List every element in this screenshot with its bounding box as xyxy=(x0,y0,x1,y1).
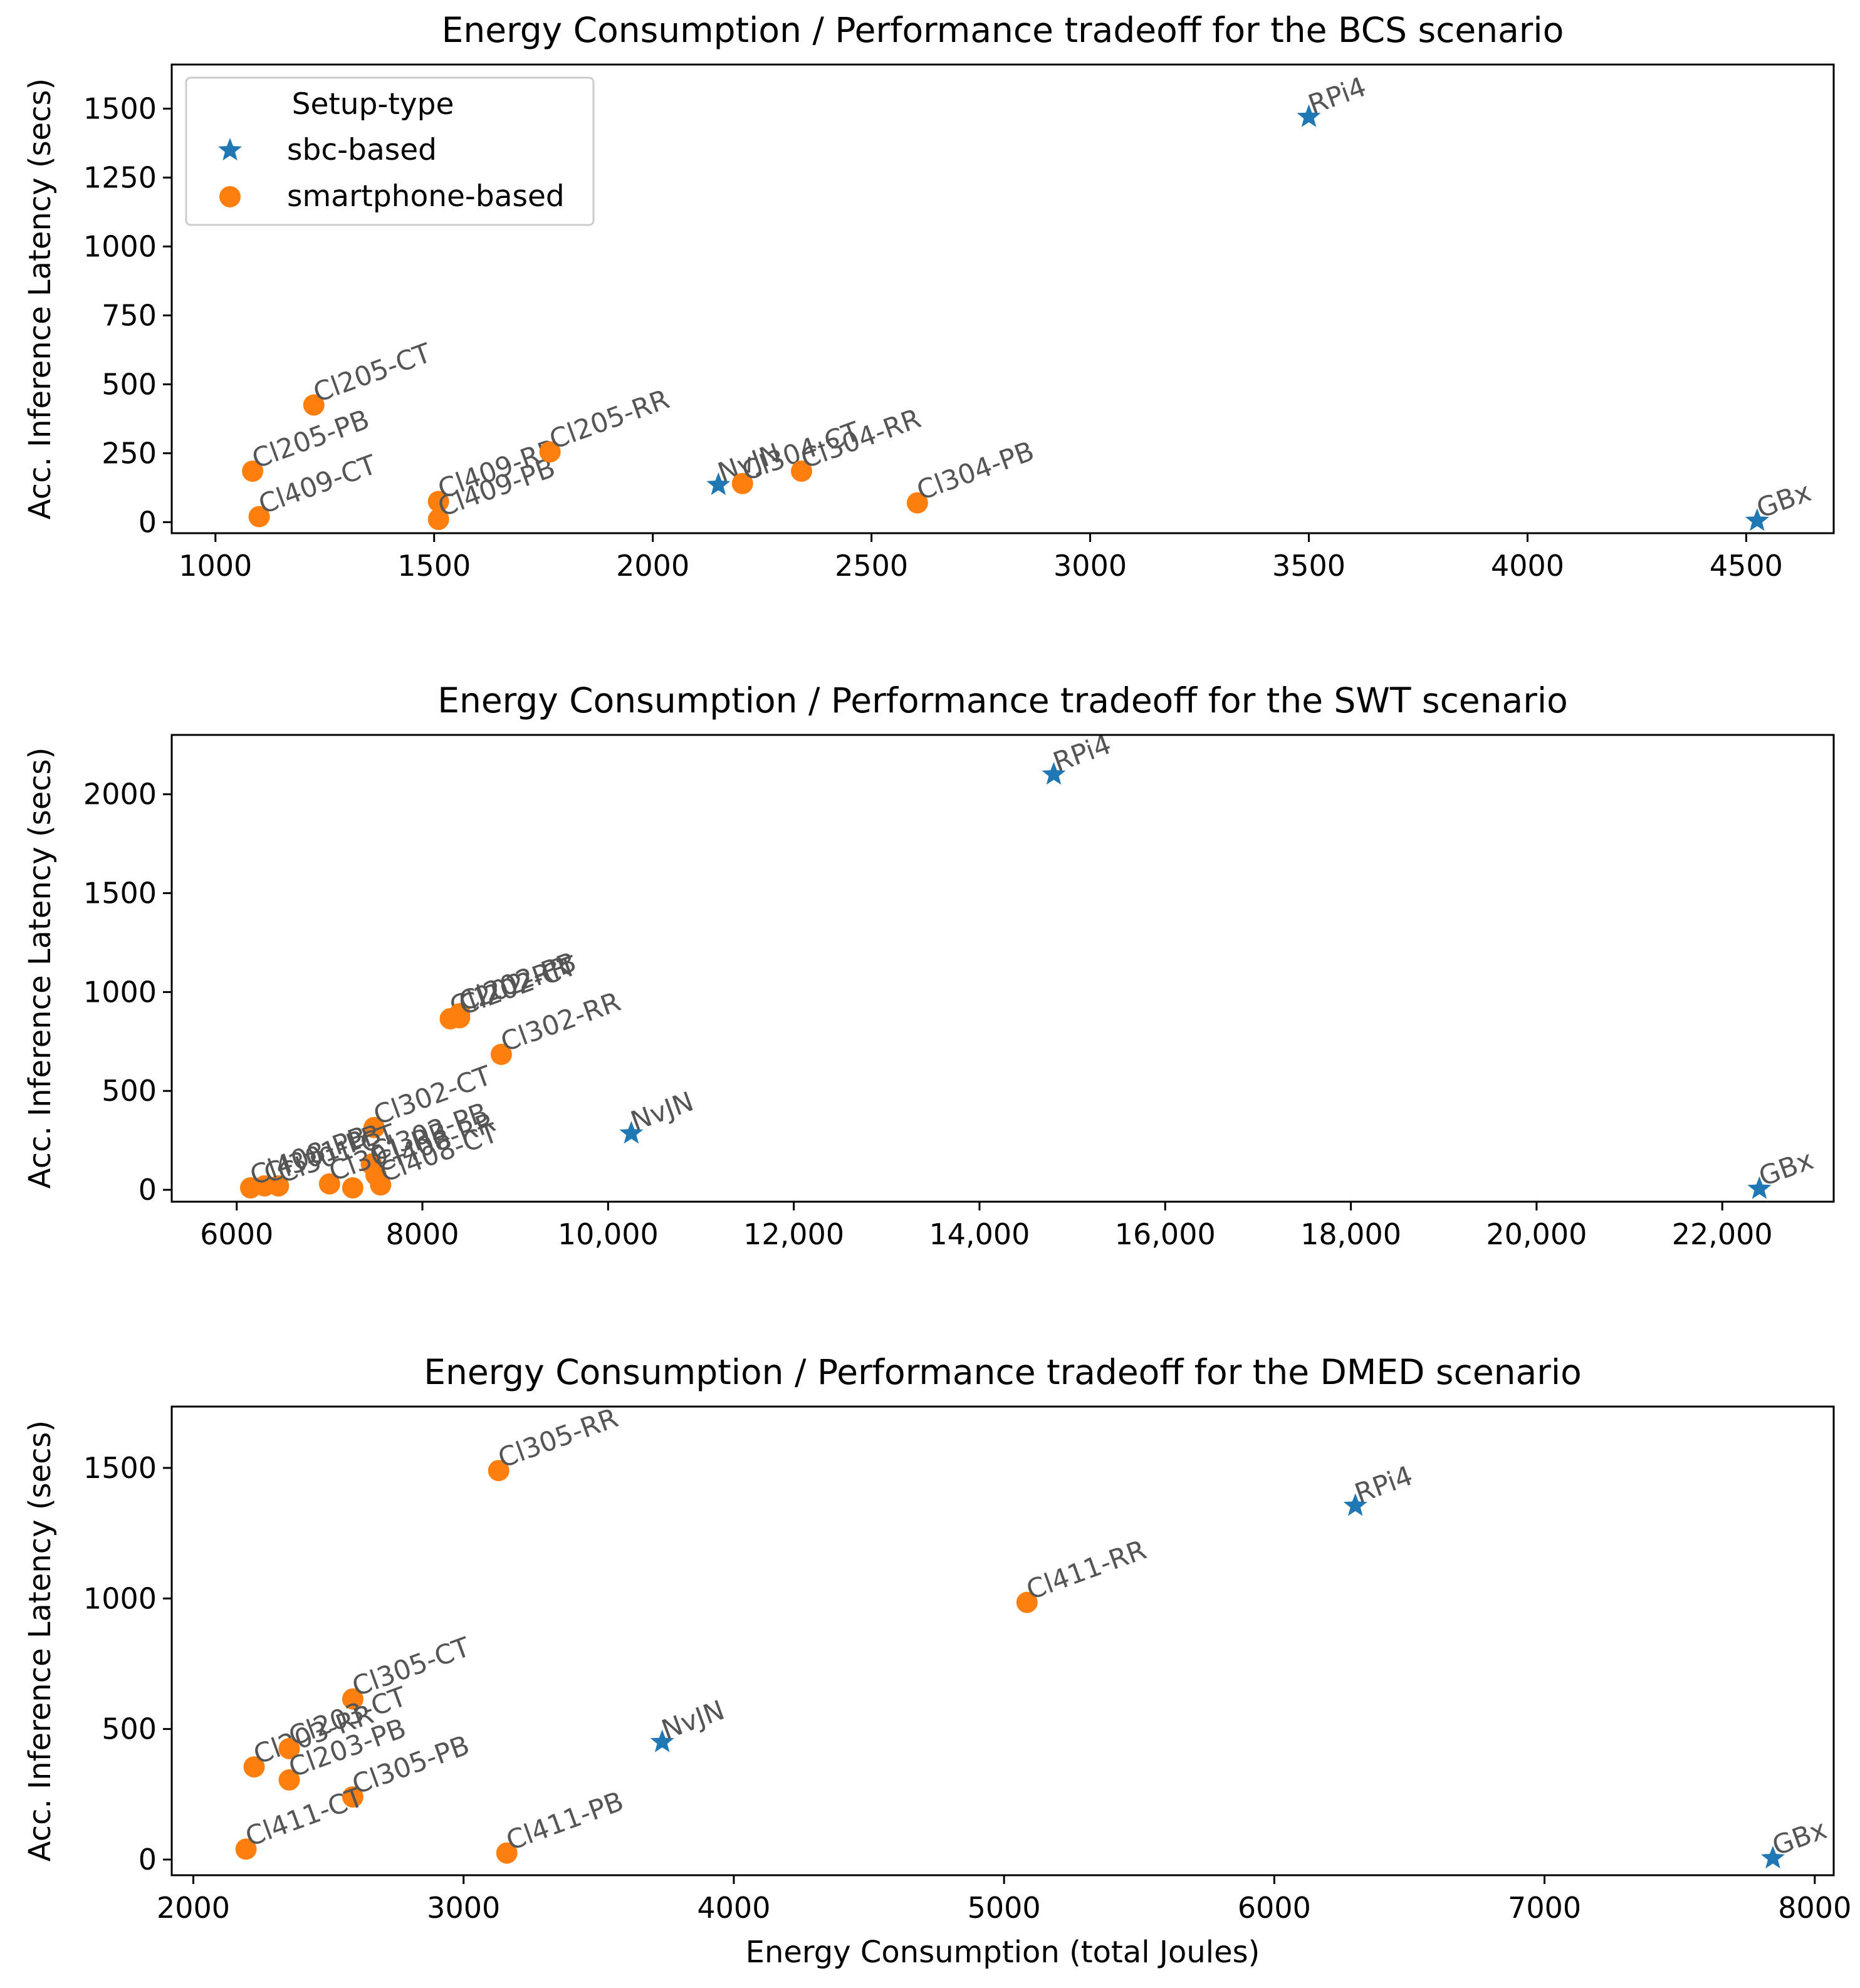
y-tick-label: 1000 xyxy=(83,975,157,1009)
smartphone-point-marker xyxy=(278,1737,300,1759)
y-tick-label: 500 xyxy=(102,367,157,401)
y-tick-label: 1000 xyxy=(83,1581,157,1615)
y-tick-label: 0 xyxy=(138,1173,157,1207)
smartphone-point-marker xyxy=(490,1043,512,1065)
y-tick-label: 250 xyxy=(102,436,157,470)
y-tick-label: 1500 xyxy=(83,877,157,910)
x-tick-label: 2500 xyxy=(835,549,908,583)
swt-axes-frame xyxy=(170,734,1835,1203)
sbc-point-marker xyxy=(619,1121,644,1144)
y-tick-label: 500 xyxy=(102,1712,157,1746)
y-tick-label: 750 xyxy=(102,298,157,332)
x-tick-label: 8000 xyxy=(385,1217,459,1251)
legend-circle-marker xyxy=(219,186,241,207)
y-tick-label: 0 xyxy=(138,1843,157,1876)
smartphone-point-marker xyxy=(248,506,270,528)
legend: Setup-type sbc-based smartphone-based xyxy=(185,76,595,226)
smartphone-point-marker xyxy=(790,461,812,482)
y-tick-label: 1500 xyxy=(83,1451,157,1485)
smartphone-point-marker xyxy=(318,1173,340,1195)
legend-box xyxy=(185,76,595,226)
x-tick-label: 2000 xyxy=(616,549,689,583)
dmed-chart-title: Energy Consumption / Performance tradeof… xyxy=(424,1352,1582,1392)
dmed-ticks: 2000 3000 4000 5000 6000 7000 8000 0 500 1000 1500 xyxy=(83,1451,1851,1925)
y-tick-label: 0 xyxy=(138,505,157,539)
x-tick-label: 12,000 xyxy=(743,1217,844,1251)
smartphone-point-marker xyxy=(342,1688,363,1710)
smartphone-point-marker xyxy=(242,461,264,482)
x-tick-label: 5000 xyxy=(968,1891,1041,1925)
legend-star-marker xyxy=(217,138,243,161)
smartphone-point-marker xyxy=(239,1177,261,1199)
smartphone-point-marker xyxy=(342,1786,363,1808)
y-tick-label: 500 xyxy=(102,1074,157,1108)
smartphone-point-marker xyxy=(539,441,561,463)
legend-title: Setup-type xyxy=(292,87,454,122)
x-tick-label: 22,000 xyxy=(1672,1217,1773,1251)
x-tick-label: 4000 xyxy=(1491,549,1564,583)
x-tick-label: 8000 xyxy=(1778,1891,1851,1925)
x-tick-label: 18,000 xyxy=(1300,1217,1401,1251)
x-tick-label: 14,000 xyxy=(929,1217,1030,1251)
y-tick-label: 1250 xyxy=(83,160,157,194)
sbc-point-marker xyxy=(1760,1845,1785,1869)
smartphone-point-marker xyxy=(906,492,928,514)
sbc-point-marker xyxy=(1745,508,1769,531)
y-tick-label: 1000 xyxy=(83,229,157,263)
sbc-point-marker xyxy=(1747,1176,1772,1199)
x-tick-label: 16,000 xyxy=(1115,1217,1216,1251)
swt-scatter-panel: Energy Consumption / Performance tradeof… xyxy=(23,680,1835,1251)
smartphone-point-marker xyxy=(342,1177,363,1199)
y-tick-label: 1500 xyxy=(83,91,157,125)
smartphone-point-marker xyxy=(235,1838,257,1860)
sbc-point-marker xyxy=(706,472,731,496)
sbc-point-marker xyxy=(1297,104,1321,127)
bcs-axes-frame xyxy=(170,63,1835,534)
x-tick-label: 3500 xyxy=(1272,549,1345,583)
sbc-point-marker xyxy=(650,1729,674,1752)
x-tick-label: 10,000 xyxy=(558,1217,659,1251)
smartphone-point-marker xyxy=(1016,1591,1038,1613)
bcs-y-axis-label: Acc. Inference Latency (secs) xyxy=(23,78,58,519)
swt-y-axis-label: Acc. Inference Latency (secs) xyxy=(23,747,58,1189)
x-tick-label: 6000 xyxy=(200,1217,273,1251)
sbc-point-marker xyxy=(1042,762,1066,785)
swt-chart-title: Energy Consumption / Performance tradeof… xyxy=(437,680,1568,721)
x-tick-label: 3000 xyxy=(427,1891,500,1925)
x-tick-label: 1500 xyxy=(397,549,471,583)
smartphone-point-marker xyxy=(731,472,753,494)
smartphone-point-marker xyxy=(370,1174,392,1196)
swt-ticks: 6000 8000 10,000 12,000 14,000 16,000 18,000 20… xyxy=(83,778,1773,1251)
x-tick-label: 3000 xyxy=(1053,549,1127,583)
x-tick-label: 6000 xyxy=(1238,1891,1311,1925)
sbc-point-marker xyxy=(1343,1493,1367,1516)
dmed-x-axis-label: Energy Consumption (total Joules) xyxy=(746,1935,1260,1970)
smartphone-point-marker xyxy=(488,1460,509,1482)
smartphone-point-marker xyxy=(427,509,449,530)
x-tick-label: 20,000 xyxy=(1486,1217,1587,1251)
x-tick-label: 1000 xyxy=(179,549,252,583)
x-tick-label: 4500 xyxy=(1710,549,1783,583)
legend-entry-smartphone: smartphone-based xyxy=(287,179,565,214)
legend-entry-sbc: sbc-based xyxy=(287,133,437,167)
x-tick-label: 2000 xyxy=(157,1891,230,1925)
bcs-ticks: 1000 1500 2000 2500 3000 3500 4000 4500 0 250 500 7… xyxy=(83,91,1783,583)
smartphone-point-marker xyxy=(243,1756,265,1778)
smartphone-point-marker xyxy=(496,1842,518,1864)
smartphone-point-marker xyxy=(278,1769,300,1791)
smartphone-point-marker xyxy=(449,1007,471,1029)
y-tick-label: 2000 xyxy=(83,778,157,811)
bcs-chart-title: Energy Consumption / Performance tradeof… xyxy=(442,10,1564,50)
x-tick-label: 7000 xyxy=(1508,1891,1581,1925)
smartphone-point-marker xyxy=(303,394,325,416)
dmed-axes-frame xyxy=(170,1405,1835,1876)
smartphone-point-marker xyxy=(427,491,449,513)
dmed-y-axis-label: Acc. Inference Latency (secs) xyxy=(23,1420,58,1861)
smartphone-point-marker xyxy=(363,1116,385,1138)
x-tick-label: 4000 xyxy=(697,1891,770,1925)
